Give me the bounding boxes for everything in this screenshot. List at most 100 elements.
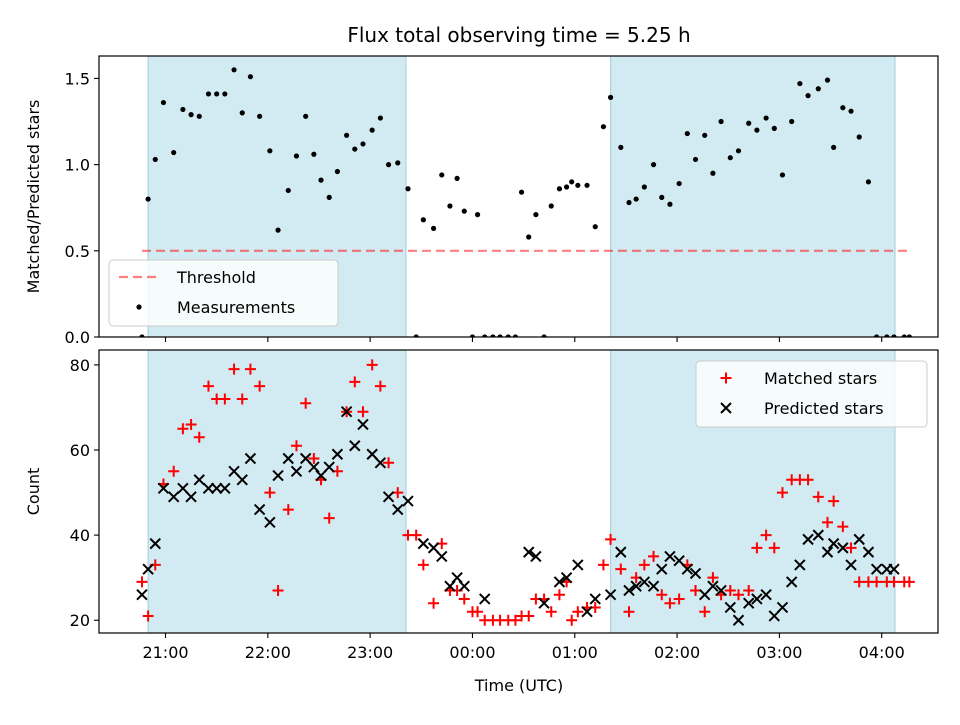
measurement-point — [352, 146, 358, 152]
measurement-point — [447, 203, 453, 209]
x-tick-label: 00:00 — [449, 643, 495, 662]
matched-point — [523, 610, 535, 622]
matched-point — [374, 380, 386, 392]
predicted-point — [802, 533, 814, 546]
predicted-point — [392, 503, 404, 516]
matched-point — [177, 423, 189, 435]
matched-point — [254, 380, 266, 392]
matched-point — [597, 559, 609, 571]
measurement-point — [405, 186, 411, 192]
predicted-point — [236, 474, 248, 486]
matched-point — [410, 529, 422, 541]
measurement-point — [482, 334, 488, 337]
matched-point — [366, 359, 378, 371]
measurement-point — [641, 184, 647, 190]
measurement-point — [702, 132, 708, 138]
y-tick-label: 60 — [70, 441, 90, 460]
predicted-point — [282, 452, 294, 465]
measurement-point — [771, 125, 777, 132]
matched-point — [623, 606, 635, 618]
predicted-point — [812, 529, 824, 541]
measurement-point — [360, 141, 366, 147]
matched-point — [743, 584, 755, 596]
measurement-point — [160, 99, 167, 106]
measurement-point — [214, 91, 220, 97]
matched-point — [142, 610, 154, 622]
predicted-point — [264, 516, 276, 529]
predicted-point — [664, 550, 676, 563]
measurement-point — [874, 334, 880, 337]
predicted-point — [768, 610, 781, 622]
predicted-point — [417, 537, 430, 550]
matched-point — [566, 614, 578, 626]
matched-point — [308, 453, 320, 465]
plot-marks — [136, 359, 915, 626]
matched-point — [837, 521, 849, 533]
legend-label: Predicted stars — [764, 399, 884, 418]
matched-point — [185, 418, 197, 430]
measurement-point — [497, 334, 503, 337]
matched-point — [219, 393, 231, 405]
predicted-point — [458, 580, 470, 592]
matched-point — [845, 542, 857, 554]
measurement-point — [626, 199, 632, 206]
measurement-point — [505, 334, 511, 337]
matched-point — [323, 512, 335, 524]
predicted-point — [560, 571, 573, 584]
predicted-point — [167, 491, 180, 503]
predicted-point — [315, 469, 327, 482]
measurement-point — [188, 112, 194, 118]
predicted-point — [366, 448, 378, 460]
predicted-point — [323, 461, 335, 473]
measurement-point — [377, 115, 383, 121]
measurement-point — [789, 118, 795, 125]
measurement-point — [171, 149, 177, 156]
matched-point — [699, 606, 711, 618]
measurement-point — [303, 113, 309, 119]
predicted-point — [647, 580, 660, 592]
legend-matched-swatch — [720, 372, 732, 384]
measurement-point — [592, 224, 598, 230]
matched-point — [664, 597, 676, 609]
measurement-point — [840, 105, 846, 111]
matched-point — [236, 393, 248, 405]
y-tick-label: 20 — [70, 611, 90, 630]
predicted-point — [794, 559, 806, 571]
matched-point — [760, 529, 772, 541]
matched-point — [673, 593, 685, 605]
measurement-point — [395, 160, 401, 166]
predicted-point — [673, 554, 685, 567]
predicted-point — [845, 559, 857, 571]
measurement-point — [239, 110, 245, 116]
matched-point — [724, 584, 736, 596]
measurement-point — [667, 201, 673, 207]
measurement-point — [247, 74, 254, 80]
matched-point — [244, 363, 256, 375]
matched-point — [853, 576, 865, 588]
measurement-point — [676, 180, 682, 187]
predicted-point — [538, 597, 550, 609]
x-tick-label: 22:00 — [245, 643, 291, 662]
predicted-point — [732, 614, 745, 626]
predicted-point — [888, 563, 900, 575]
predicted-point — [210, 482, 223, 495]
measurement-point — [692, 156, 699, 163]
predicted-point — [349, 440, 361, 452]
matched-point — [357, 406, 369, 418]
predicted-point — [589, 593, 601, 605]
predicted-point — [615, 546, 627, 558]
predicted-point — [331, 448, 344, 460]
measurement-point — [369, 127, 375, 133]
matched-point — [751, 542, 763, 554]
measurement-point — [326, 194, 332, 200]
measurement-point — [413, 334, 419, 337]
predicted-point — [870, 563, 883, 575]
predicted-point — [751, 593, 763, 605]
x-tick-label: 04:00 — [859, 643, 905, 662]
measurement-point — [831, 144, 837, 150]
predicted-point — [202, 482, 215, 495]
predicted-point — [228, 465, 240, 477]
observing-window-1 — [147, 349, 407, 634]
chart-title: Flux total observing time = 5.25 h — [347, 23, 690, 47]
